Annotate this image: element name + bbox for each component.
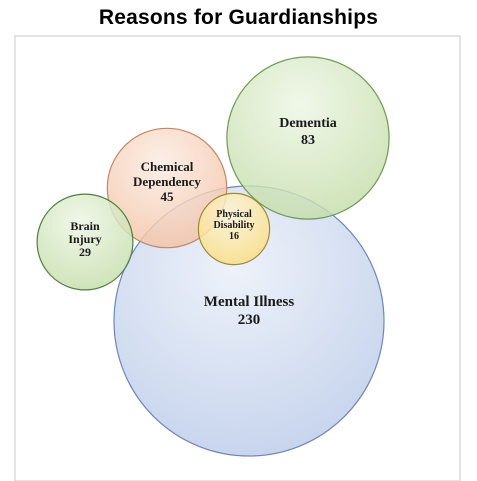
bubble-brain-injury	[36, 193, 134, 291]
bubble-name-brain-injury: Injury	[68, 232, 101, 246]
bubble-physical-disability	[197, 192, 271, 266]
bubble-name-dementia: Dementia	[279, 116, 337, 131]
bubble-value-brain-injury: 29	[79, 245, 91, 259]
bubble-label-dementia: Dementia 83	[279, 116, 337, 148]
bubble-value-chemical-dependency: 45	[161, 189, 175, 204]
bubble-label-mental-illness: Mental Illness 230	[204, 294, 295, 328]
bubble-value-mental-illness: 230	[238, 312, 261, 328]
bubble-name-mental-illness: Mental Illness	[204, 294, 295, 310]
bubble-value-dementia: 83	[301, 133, 315, 148]
bubble-value-physical-disability: 16	[229, 231, 239, 242]
plot-frame	[14, 35, 461, 481]
bubble-name-physical-disability: Disability	[213, 220, 254, 231]
chart-title: Reasons for Guardianships	[98, 6, 379, 29]
bubble-chemical-dependency	[106, 127, 228, 249]
bubble-name-chemical-dependency: Chemical	[141, 159, 194, 174]
bubble-name-chemical-dependency: Dependency	[133, 174, 201, 189]
bubble-name-physical-disability: Physical	[216, 209, 252, 220]
bubble-dementia	[226, 56, 390, 220]
bubble-name-brain-injury: Brain	[70, 219, 100, 233]
